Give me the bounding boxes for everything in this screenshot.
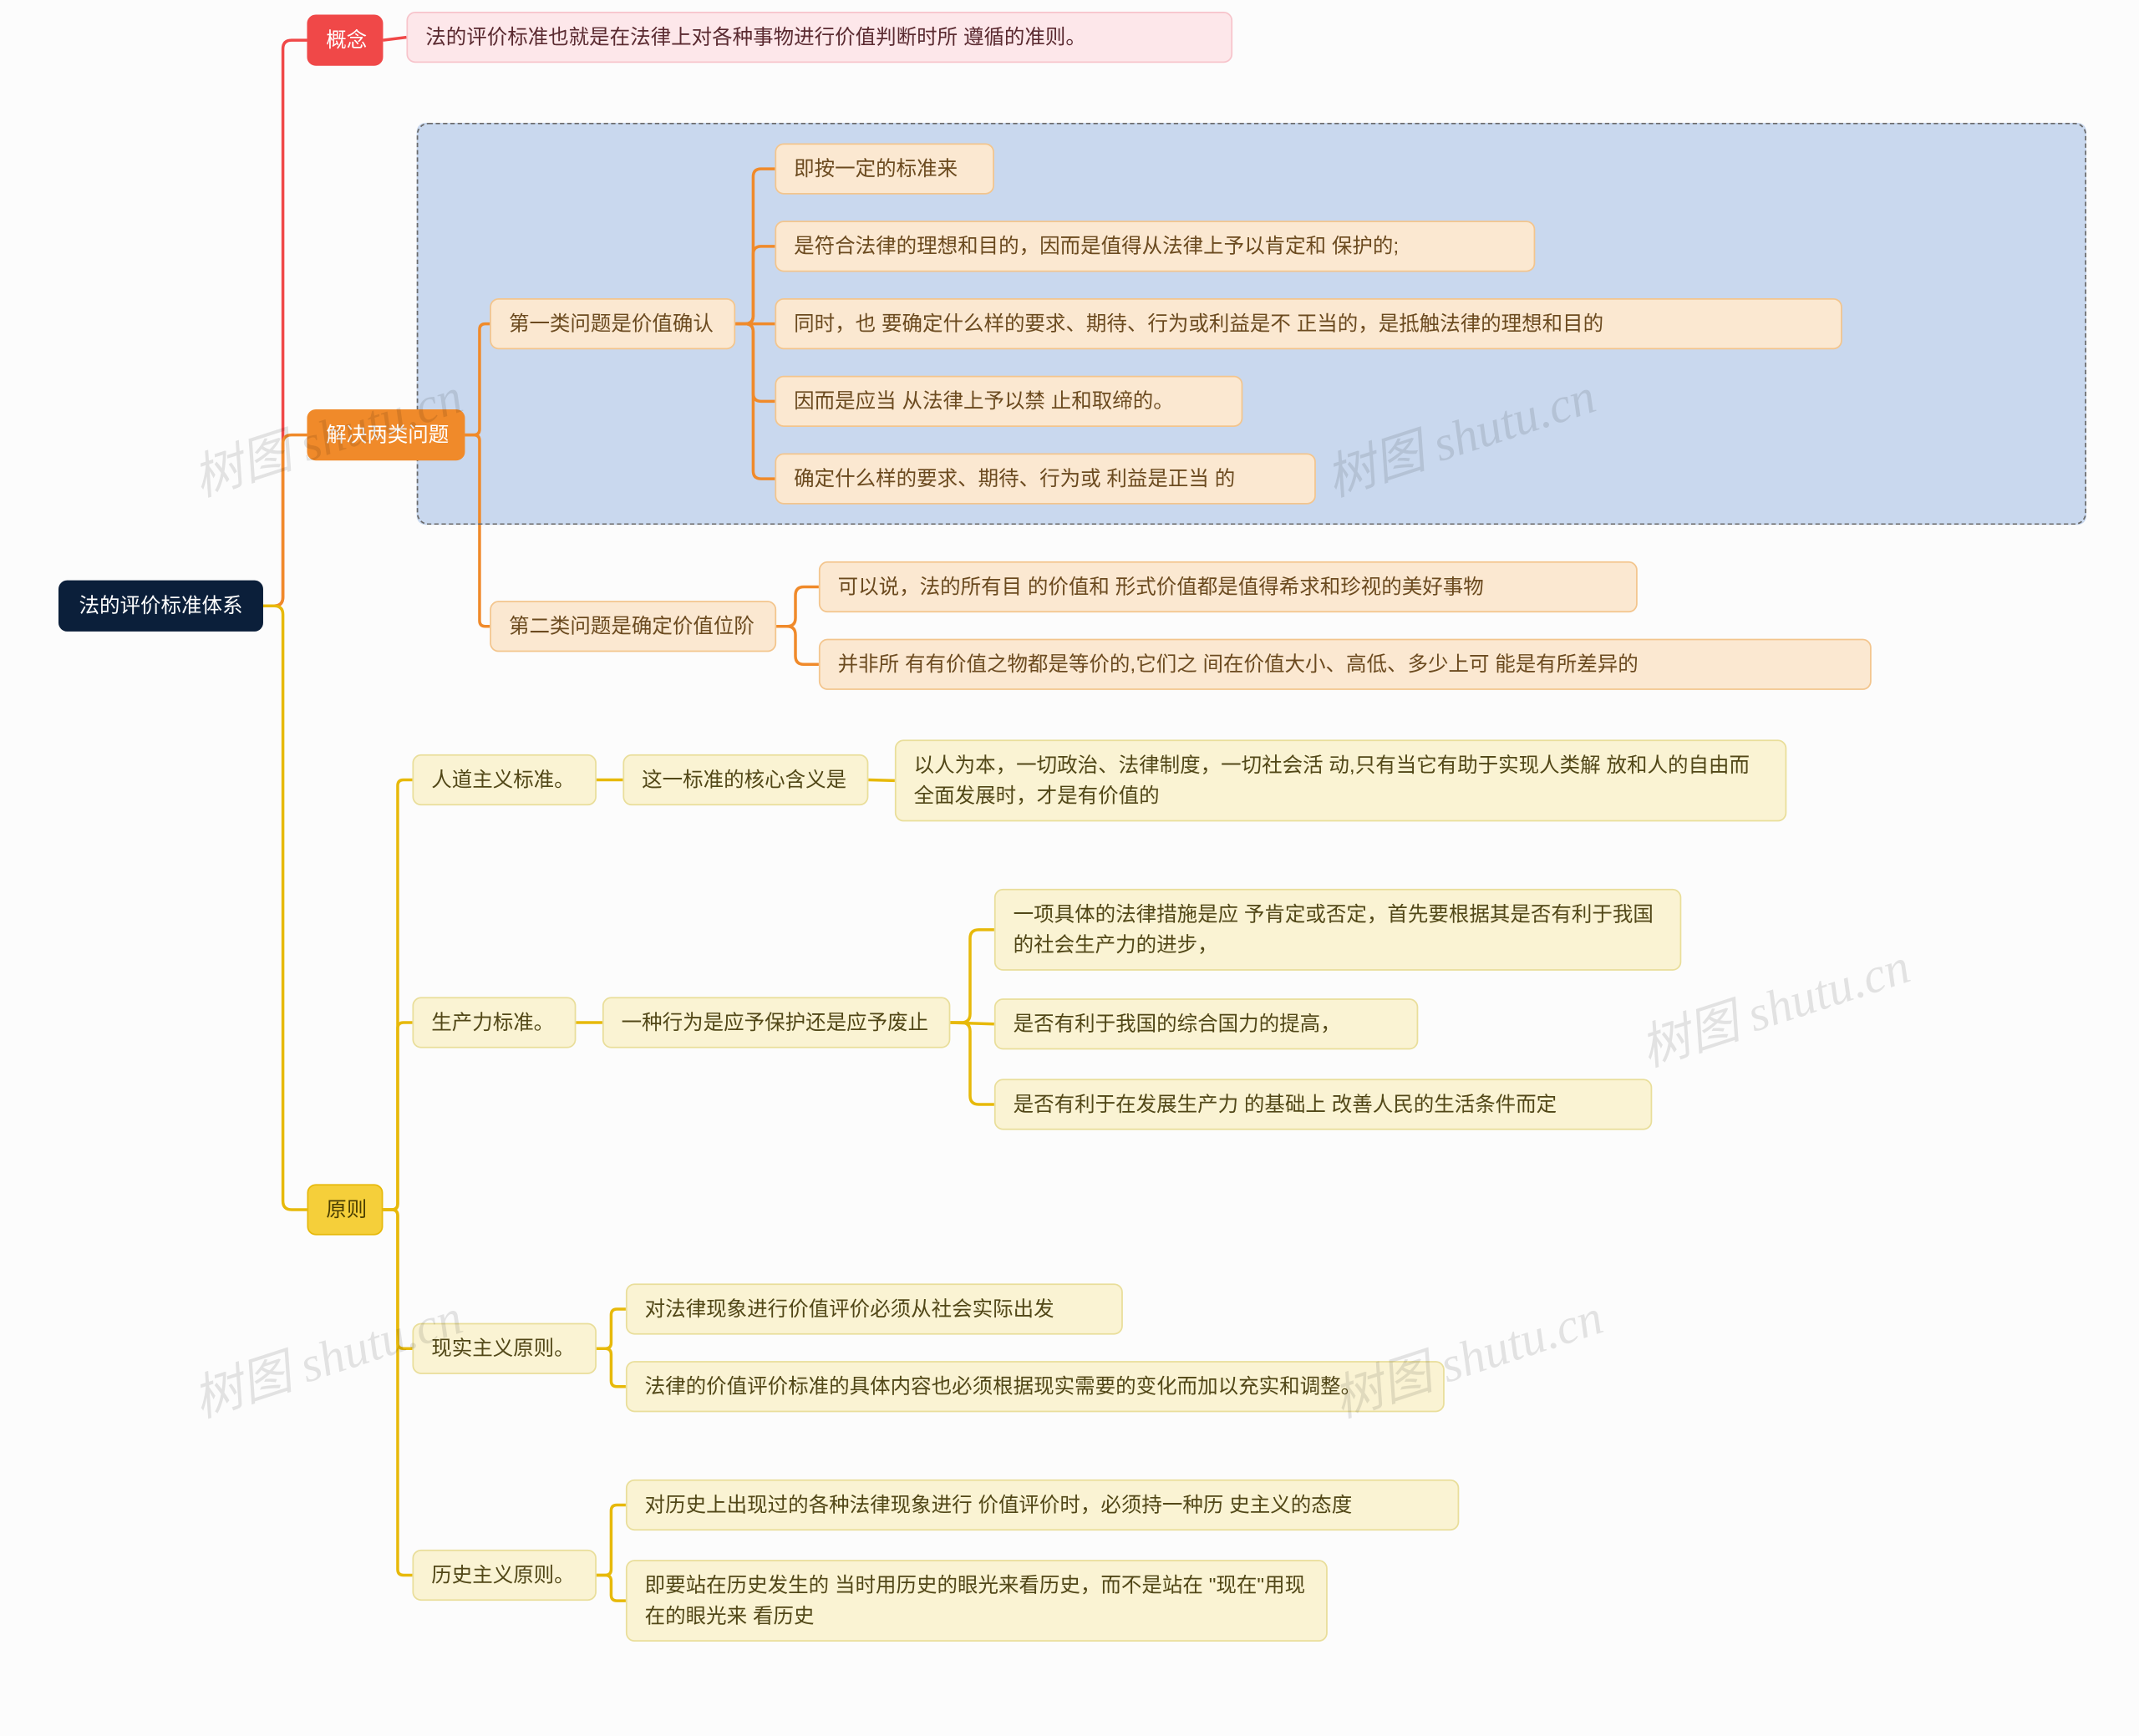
node-label: 原则 bbox=[326, 1195, 367, 1226]
node-label: 并非所 有有价值之物都是等价的,它们之 间在价值大小、高低、多少上可 能是有所差… bbox=[838, 649, 1639, 680]
connector bbox=[950, 1023, 993, 1104]
node-label: 法律的价值评价标准的具体内容也必须根据现实需要的变化而加以充实和调整。 bbox=[645, 1371, 1361, 1402]
node-n3[interactable]: 原则 bbox=[307, 1184, 383, 1235]
node-n3a[interactable]: 人道主义标准。 bbox=[412, 754, 596, 805]
node-n3c1[interactable]: 对法律现象进行价值评价必须从社会实际出发 bbox=[626, 1283, 1123, 1334]
node-n2a2[interactable]: 是符合法律的理想和目的，因而是值得从法律上予以肯定和 保护的; bbox=[775, 221, 1535, 272]
node-n3d2[interactable]: 即要站在历史发生的 当时用历史的眼光来看历史，而不是站在 "现在"用现 在的眼光… bbox=[626, 1560, 1328, 1642]
node-label: 第一类问题是价值确认 bbox=[509, 308, 714, 339]
node-n3b1b[interactable]: 是否有利于我国的综合国力的提高， bbox=[994, 998, 1418, 1049]
connector bbox=[263, 40, 307, 606]
node-label: 是否有利于在发展生产力 的基础上 改善人民的生活条件而定 bbox=[1014, 1089, 1557, 1120]
node-label: 这一标准的核心含义是 bbox=[642, 764, 846, 795]
connector bbox=[383, 38, 406, 40]
node-label: 对法律现象进行价值评价必须从社会实际出发 bbox=[645, 1294, 1054, 1325]
node-label: 即要站在历史发生的 当时用历史的眼光来看历史，而不是站在 "现在"用现 在的眼光… bbox=[645, 1570, 1308, 1631]
node-n2a5[interactable]: 确定什么样的要求、期待、行为或 利益是正当 的 bbox=[775, 453, 1315, 504]
node-n2a3[interactable]: 同时，也 要确定什么样的要求、期待、行为或利益是不 正当的，是抵触法律的理想和目… bbox=[775, 298, 1842, 349]
connector bbox=[383, 780, 412, 1210]
connector bbox=[383, 1023, 412, 1210]
node-label: 是符合法律的理想和目的，因而是值得从法律上予以肯定和 保护的; bbox=[794, 231, 1399, 261]
connector bbox=[776, 587, 819, 627]
node-n2a4[interactable]: 因而是应当 从法律上予以禁 止和取缔的。 bbox=[775, 376, 1242, 427]
node-n3a1[interactable]: 这一标准的核心含义是 bbox=[622, 754, 868, 805]
node-label: 生产力标准。 bbox=[431, 1008, 554, 1038]
node-n3b1a[interactable]: 一项具体的法律措施是应 予肯定或否定，首先要根据其是否有利于我国的社会生产力的进… bbox=[994, 889, 1681, 971]
node-label: 一种行为是应予保护还是应予废止 bbox=[622, 1008, 928, 1038]
node-n3b1[interactable]: 一种行为是应予保护还是应予废止 bbox=[602, 997, 950, 1048]
node-label: 法的评价标准体系 bbox=[79, 591, 242, 622]
node-label: 解决两类问题 bbox=[326, 419, 449, 450]
node-label: 因而是应当 从法律上予以禁 止和取缔的。 bbox=[794, 386, 1174, 417]
node-n3b1c[interactable]: 是否有利于在发展生产力 的基础上 改善人民的生活条件而定 bbox=[994, 1079, 1652, 1129]
connector bbox=[597, 1505, 626, 1575]
connector bbox=[776, 627, 819, 664]
node-label: 对历史上出现过的各种法律现象进行 价值评价时，必须持一种历 史主义的态度 bbox=[645, 1490, 1353, 1520]
node-label: 确定什么样的要求、期待、行为或 利益是正当 的 bbox=[794, 464, 1235, 495]
node-n3b[interactable]: 生产力标准。 bbox=[412, 997, 576, 1048]
connector bbox=[383, 1210, 412, 1575]
node-label: 可以说，法的所有目 的价值和 形式价值都是值得希求和珍视的美好事物 bbox=[838, 571, 1484, 602]
node-label: 第二类问题是确定价值位阶 bbox=[509, 611, 754, 642]
node-n2[interactable]: 解决两类问题 bbox=[307, 409, 465, 460]
node-n1[interactable]: 概念 bbox=[307, 14, 383, 65]
node-label: 历史主义原则。 bbox=[431, 1560, 574, 1591]
connector bbox=[950, 1023, 993, 1024]
node-label: 即按一定的标准来 bbox=[794, 154, 958, 185]
node-n3a2[interactable]: 以人为本，一切政治、法律制度，一切社会活 动,只有当它有助于实现人类解 放和人的… bbox=[895, 739, 1786, 821]
node-label: 是否有利于我国的综合国力的提高， bbox=[1014, 1008, 1341, 1039]
node-label: 人道主义标准。 bbox=[431, 764, 574, 795]
connector bbox=[383, 1210, 412, 1348]
node-n2a[interactable]: 第一类问题是价值确认 bbox=[490, 298, 735, 349]
node-label: 同时，也 要确定什么样的要求、期待、行为或利益是不 正当的，是抵触法律的理想和目… bbox=[794, 308, 1603, 339]
connector bbox=[597, 1348, 626, 1386]
connector bbox=[950, 930, 993, 1023]
node-n2b2[interactable]: 并非所 有有价值之物都是等价的,它们之 间在价值大小、高低、多少上可 能是有所差… bbox=[819, 639, 1872, 690]
connector bbox=[868, 780, 894, 781]
node-label: 法的评价标准也就是在法律上对各种事物进行价值判断时所 遵循的准则。 bbox=[425, 22, 1086, 53]
node-label: 一项具体的法律措施是应 予肯定或否定，首先要根据其是否有利于我国的社会生产力的进… bbox=[1014, 899, 1663, 960]
node-label: 以人为本，一切政治、法律制度，一切社会活 动,只有当它有助于实现人类解 放和人的… bbox=[914, 750, 1768, 811]
node-n3d[interactable]: 历史主义原则。 bbox=[412, 1550, 596, 1601]
connector bbox=[263, 435, 307, 607]
node-n1a[interactable]: 法的评价标准也就是在法律上对各种事物进行价值判断时所 遵循的准则。 bbox=[406, 12, 1232, 63]
node-n2a1[interactable]: 即按一定的标准来 bbox=[775, 143, 993, 194]
node-n2b1[interactable]: 可以说，法的所有目 的价值和 形式价值都是值得希求和珍视的美好事物 bbox=[819, 561, 1638, 612]
node-root[interactable]: 法的评价标准体系 bbox=[58, 581, 263, 632]
node-n3c2[interactable]: 法律的价值评价标准的具体内容也必须根据现实需要的变化而加以充实和调整。 bbox=[626, 1361, 1445, 1412]
node-n3d1[interactable]: 对历史上出现过的各种法律现象进行 价值评价时，必须持一种历 史主义的态度 bbox=[626, 1480, 1459, 1530]
node-n3c[interactable]: 现实主义原则。 bbox=[412, 1323, 596, 1374]
node-label: 现实主义原则。 bbox=[431, 1333, 574, 1364]
connector bbox=[263, 606, 307, 1210]
mindmap-stage: 法的评价标准体系 概念 法的评价标准也就是在法律上对各种事物进行价值判断时所 遵循的… bbox=[0, 0, 2139, 1736]
node-label: 概念 bbox=[326, 25, 367, 56]
node-n2b[interactable]: 第二类问题是确定价值位阶 bbox=[490, 601, 776, 652]
connector bbox=[597, 1575, 626, 1601]
connector bbox=[597, 1309, 626, 1348]
